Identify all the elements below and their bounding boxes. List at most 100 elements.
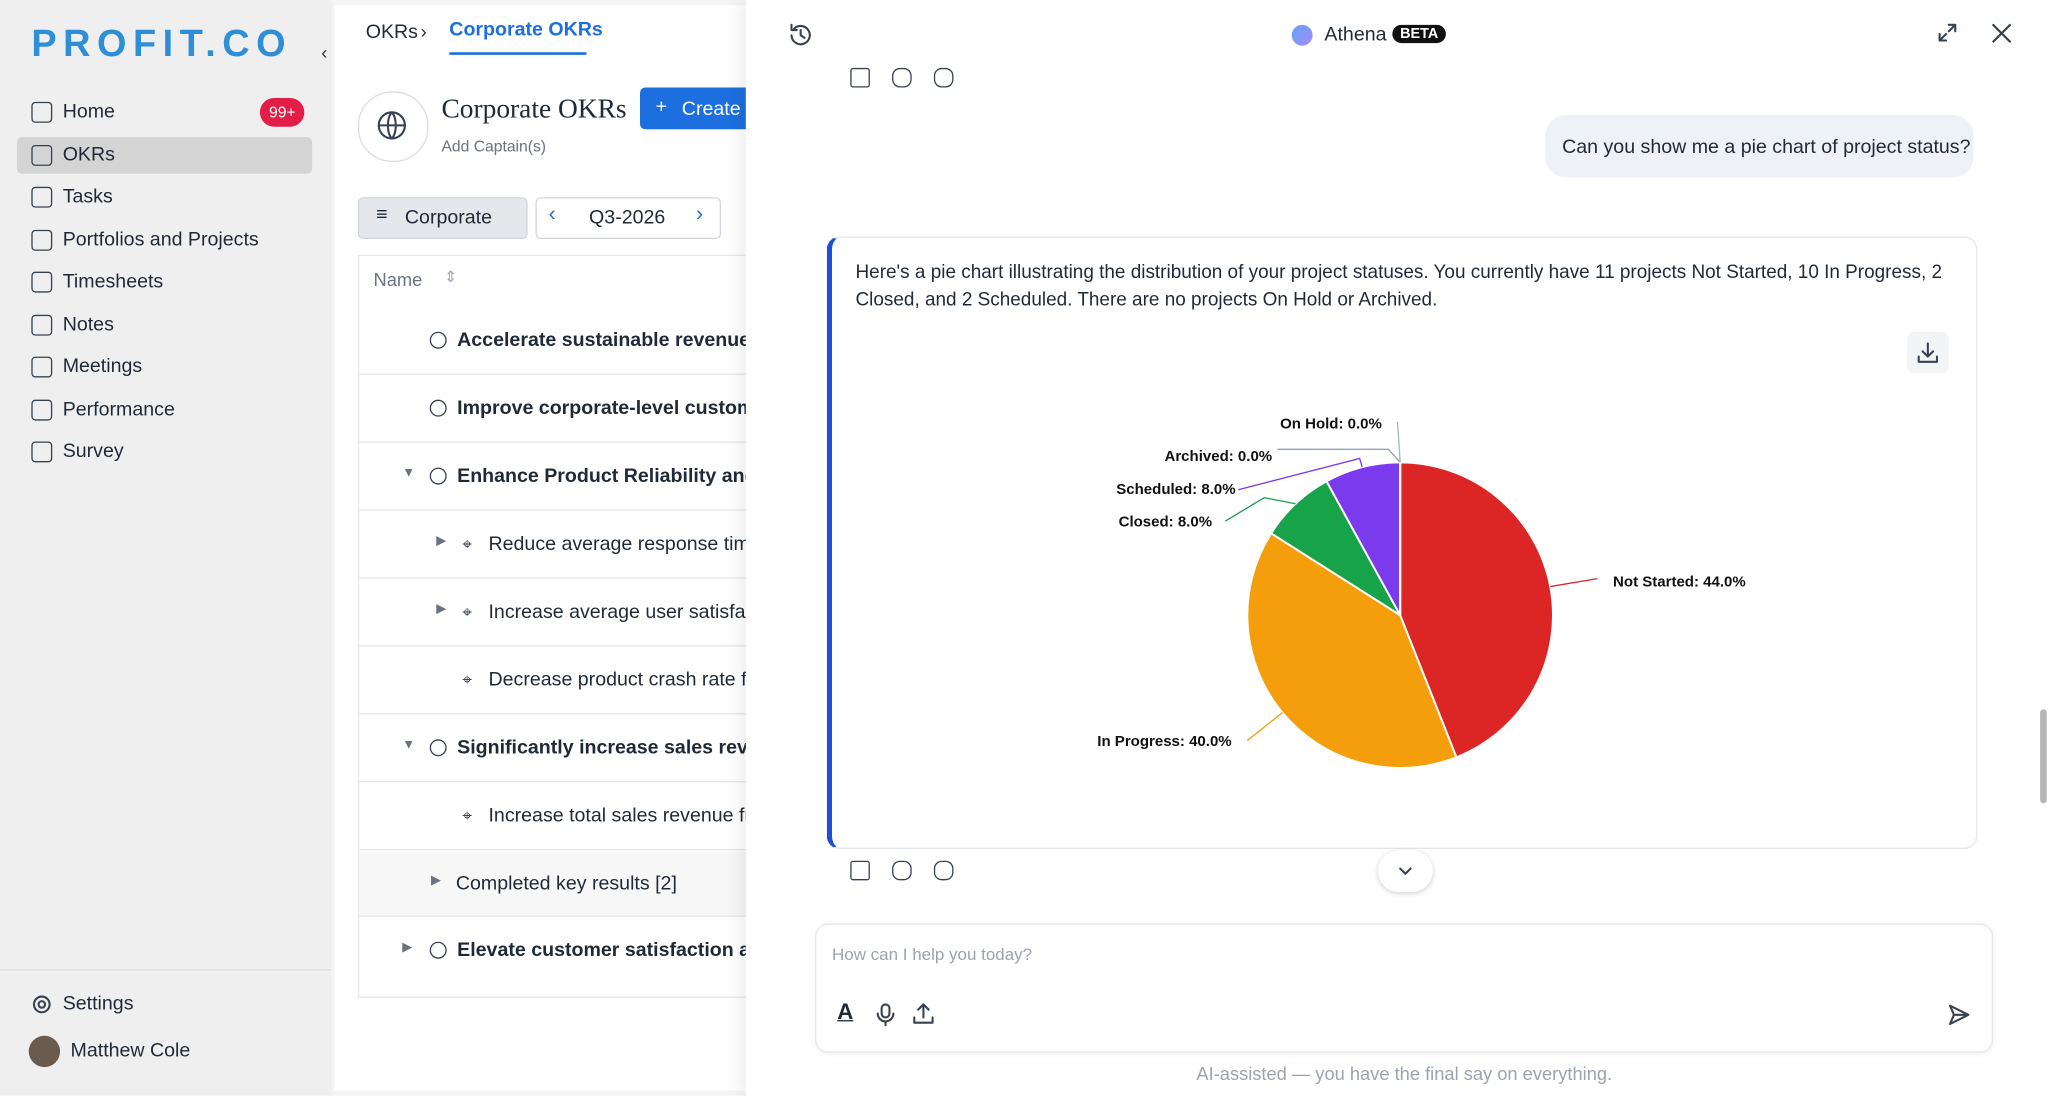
okr-row[interactable]: Significantly increase sales reven: [457, 736, 771, 759]
okr-panel: OKRs › Corporate OKRs Corporate OKRs + C…: [331, 0, 792, 1096]
slice-label: Not Started: 44.0%: [1613, 573, 1746, 590]
expand-icon[interactable]: [1937, 22, 1958, 43]
sidebar: PROFIT.CO ‹ Home 99+ OKRs Tasks Portfolios a…: [0, 0, 332, 1096]
chat-panel: Athena BETA Can you show me a pie chart …: [745, 0, 2048, 1096]
okr-row[interactable]: Increase total sales revenue fro: [488, 804, 762, 827]
nav-icon: [31, 399, 53, 420]
row-divider: [357, 373, 789, 375]
okr-row[interactable]: Reduce average response time: [488, 532, 761, 556]
slice-label: Archived: 0.0%: [1165, 448, 1273, 465]
breadcrumb[interactable]: Corporate OKRs: [449, 18, 603, 41]
okr-row[interactable]: Completed key results [2]: [455, 872, 677, 895]
slice-label: On Hold: 0.0%: [1280, 415, 1382, 432]
row-divider: [357, 848, 789, 851]
thumbs-down-icon[interactable]: [933, 860, 954, 881]
send-icon[interactable]: [1947, 1003, 1971, 1027]
breadcrumb[interactable]: OKRs: [365, 20, 418, 44]
filter-icon: ≡: [376, 203, 388, 226]
disclaimer: AI-assisted — you have the final say on …: [1196, 1063, 1613, 1085]
nav-icon: [31, 144, 53, 166]
nav-item[interactable]: OKRs: [62, 143, 115, 166]
row-caret[interactable]: ▼: [402, 737, 416, 753]
globe-icon: [377, 111, 406, 140]
row-caret[interactable]: ▶: [431, 873, 442, 889]
okr-row[interactable]: Decrease product crash rate fr: [488, 668, 754, 691]
row-caret[interactable]: ▶: [402, 940, 413, 955]
nav-icon: [31, 229, 53, 251]
globe-avatar: [357, 91, 429, 162]
mic-icon[interactable]: [875, 1003, 896, 1027]
assistant-card: [826, 236, 1978, 849]
leader-line: [1550, 577, 1598, 588]
nav-item[interactable]: Survey: [62, 440, 124, 463]
download-icon: [1917, 342, 1939, 363]
okr-row[interactable]: Enhance Product Reliability and U: [457, 464, 777, 488]
column-header[interactable]: Name: [373, 269, 423, 290]
thumbs-up-icon[interactable]: [892, 860, 912, 881]
slice-label: In Progress: 40.0%: [1097, 733, 1231, 750]
copy-icon[interactable]: [850, 67, 870, 88]
nav-item[interactable]: Home: [62, 100, 115, 123]
user-bubble: [1545, 114, 1974, 178]
nav-item[interactable]: Portfolios and Projects: [62, 227, 259, 251]
row-divider: [357, 645, 789, 647]
objective-icon: [429, 739, 447, 757]
chat-input[interactable]: [815, 923, 1994, 1053]
nav-icon: [31, 356, 53, 378]
nav-item[interactable]: Tasks: [62, 185, 113, 208]
okr-row[interactable]: Increase average user satisfact: [488, 600, 761, 624]
row-caret[interactable]: ▼: [402, 466, 416, 481]
scroll-down[interactable]: [1377, 850, 1433, 893]
period: Q3-2026: [589, 206, 666, 229]
close-icon[interactable]: [1991, 22, 2013, 44]
okr-row[interactable]: Elevate customer satisfaction an: [457, 939, 763, 962]
prev-period[interactable]: ‹: [548, 203, 556, 226]
chevron-icon: [1399, 867, 1412, 875]
history-icon[interactable]: [788, 22, 814, 48]
thumbs-up-icon[interactable]: [892, 67, 912, 88]
chat-title: Athena: [1324, 23, 1387, 46]
row-caret[interactable]: ▶: [436, 602, 447, 617]
slice-label: Closed: 8.0%: [1119, 513, 1212, 530]
nav-item[interactable]: Performance: [62, 397, 175, 420]
nav-item[interactable]: Meetings: [62, 355, 143, 378]
key-result-icon: ⌖: [462, 602, 472, 622]
upload-icon[interactable]: [912, 1002, 936, 1026]
athena-logo: [1291, 24, 1313, 46]
okr-row[interactable]: Accelerate sustainable revenue g: [457, 329, 768, 352]
nav-item[interactable]: Notes: [62, 312, 114, 336]
row-divider: [357, 509, 789, 511]
row-divider: [357, 915, 789, 917]
nav-icon: [31, 186, 53, 208]
nav-item[interactable]: Timesheets: [62, 270, 164, 293]
group-bg: [359, 851, 791, 917]
user-name[interactable]: Matthew Cole: [70, 1039, 191, 1062]
pie-chart: Not Started: 44.0% In Progress: 40.0% Clos…: [1097, 415, 1746, 769]
period-picker[interactable]: [535, 197, 721, 240]
filter-dropdown[interactable]: [357, 197, 528, 240]
settings-icon: [32, 995, 51, 1014]
create-plus: +: [655, 95, 668, 118]
divider: [0, 969, 332, 971]
sort-icon[interactable]: ⇕: [444, 267, 458, 287]
thumbs-down-icon[interactable]: [933, 67, 954, 88]
copy-icon[interactable]: [850, 860, 870, 881]
format-icon[interactable]: A: [837, 999, 854, 1024]
next-period[interactable]: ›: [696, 203, 704, 226]
leader-line: [1277, 448, 1401, 463]
leader-line: [1224, 496, 1296, 522]
scrollbar: [2040, 709, 2047, 804]
nav-icon: [31, 101, 53, 123]
create-label[interactable]: Create: [681, 97, 741, 121]
objective-icon: [429, 941, 447, 959]
filter-label[interactable]: Corporate: [404, 206, 493, 229]
row-divider: [357, 577, 789, 579]
add-captains[interactable]: Add Captain(s): [441, 137, 547, 156]
leader-line: [1396, 421, 1401, 463]
input-placeholder: How can I help you today?: [831, 944, 1033, 964]
row-caret[interactable]: ▶: [436, 534, 447, 549]
okr-row[interactable]: Improve corporate-level custome: [457, 397, 766, 420]
settings[interactable]: Settings: [62, 992, 134, 1015]
row-divider: [357, 441, 789, 443]
collapse-button[interactable]: ‹: [321, 41, 328, 63]
